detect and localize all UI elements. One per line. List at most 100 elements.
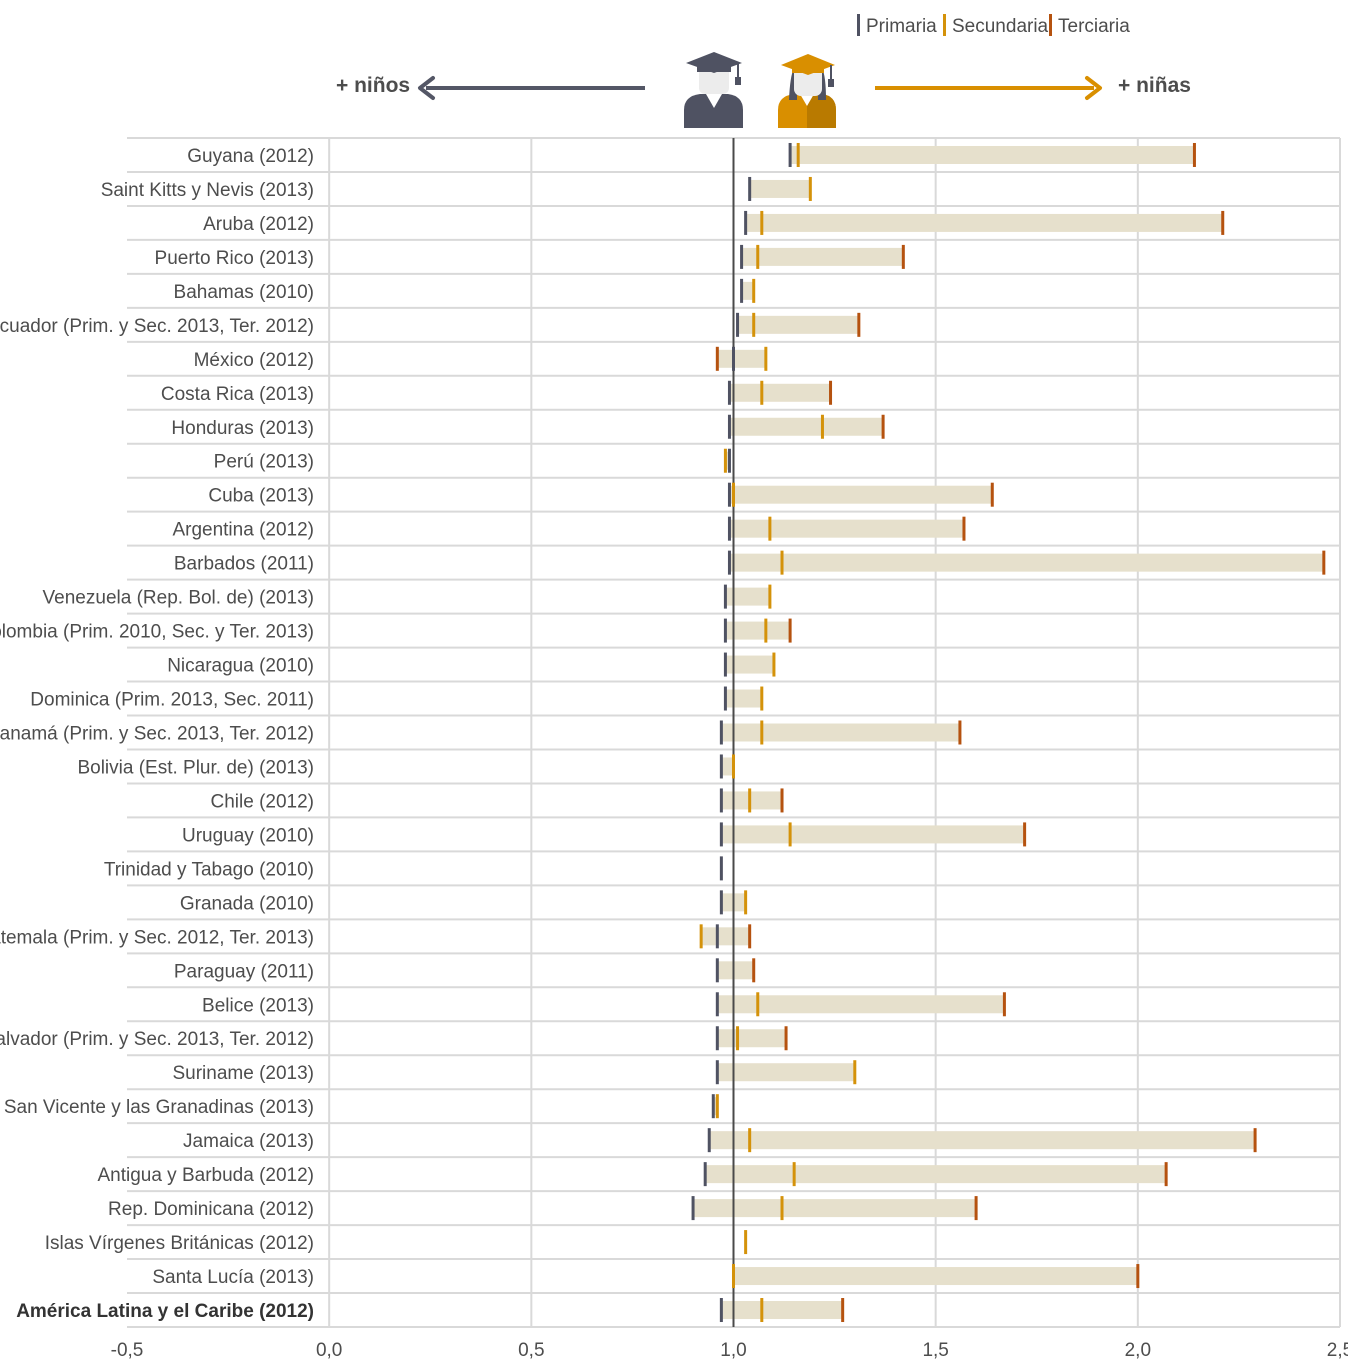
row-label: Guyana (2012)	[187, 146, 314, 167]
range-band	[790, 146, 1194, 164]
marker-terciaria	[975, 1196, 978, 1220]
marker-primaria	[728, 483, 731, 507]
row-label: Islas Vírgenes Británicas (2012)	[45, 1233, 314, 1254]
row-label: Argentina (2012)	[172, 520, 314, 541]
graduate-girl-icon	[778, 54, 836, 128]
row-label: Ecuador (Prim. y Sec. 2013, Ter. 2012)	[0, 316, 314, 337]
row-label: Bahamas (2010)	[174, 282, 314, 303]
marker-primaria	[692, 1196, 695, 1220]
row-label: Belice (2013)	[202, 995, 314, 1016]
marker-secundaria	[736, 1026, 739, 1050]
range-band	[729, 486, 992, 504]
row-label: Suriname (2013)	[172, 1063, 314, 1084]
marker-secundaria	[752, 313, 755, 337]
legend: Primaria Secundaria Terciaria	[857, 14, 1130, 37]
marker-primaria	[704, 1162, 707, 1186]
marker-primaria	[720, 822, 723, 846]
range-band	[721, 757, 733, 775]
marker-secundaria	[793, 1162, 796, 1186]
marker-terciaria	[958, 721, 961, 745]
row-label: Paraguay (2011)	[174, 961, 314, 982]
marker-secundaria	[732, 483, 735, 507]
marker-primaria	[728, 551, 731, 575]
row-label: Jamaica (2013)	[183, 1131, 314, 1152]
range-band	[721, 825, 1024, 843]
marker-primaria	[720, 788, 723, 812]
range-bands	[693, 146, 1324, 1319]
row-label: América Latina y el Caribe (2012)	[16, 1301, 314, 1322]
marker-terciaria	[991, 483, 994, 507]
marker-secundaria	[797, 143, 800, 167]
range-band	[750, 180, 811, 198]
x-tick-label: 1,5	[922, 1340, 948, 1361]
more-boys-label: + niños	[336, 74, 410, 97]
row-labels: Guyana (2012)Saint Kitts y Nevis (2013)A…	[0, 146, 314, 1322]
range-band	[738, 316, 859, 334]
marker-secundaria	[809, 177, 812, 201]
marker-terciaria	[857, 313, 860, 337]
marker-secundaria	[744, 890, 747, 914]
row-label: Venezuela (Rep. Bol. de) (2013)	[43, 588, 314, 609]
marker-primaria	[740, 245, 743, 269]
x-tick-label: 2,0	[1125, 1340, 1151, 1361]
marker-secundaria	[716, 1094, 719, 1118]
row-label: Perú (2013)	[214, 452, 314, 473]
range-band	[734, 1267, 1138, 1285]
marker-primaria	[789, 143, 792, 167]
range-band	[717, 961, 753, 979]
marker-primaria	[716, 1060, 719, 1084]
range-band	[729, 554, 1323, 572]
range-band	[725, 690, 761, 708]
marker-terciaria	[1221, 211, 1224, 235]
marker-primaria	[720, 754, 723, 778]
marker-secundaria	[760, 687, 763, 711]
range-band	[717, 350, 766, 368]
marker-terciaria	[1023, 822, 1026, 846]
marker-secundaria	[772, 653, 775, 677]
marker-primaria	[724, 619, 727, 643]
marker-terciaria	[1165, 1162, 1168, 1186]
range-band	[701, 927, 750, 945]
range-band	[729, 418, 883, 436]
range-band	[721, 791, 782, 809]
range-band	[725, 622, 790, 640]
x-tick-label: 1,0	[720, 1340, 746, 1361]
legend-swatch-primaria	[857, 14, 860, 36]
marker-primaria	[748, 177, 751, 201]
row-label: Trinidad y Tabago (2010)	[104, 859, 314, 880]
marker-primaria	[724, 653, 727, 677]
range-band	[717, 1029, 786, 1047]
row-label: Cuba (2013)	[208, 486, 314, 507]
row-label: Antigua y Barbuda (2012)	[97, 1165, 314, 1186]
marker-secundaria	[760, 1298, 763, 1322]
row-label: Colombia (Prim. 2010, Sec. y Ter. 2013)	[0, 622, 314, 643]
row-label: Aruba (2012)	[203, 214, 314, 235]
marker-primaria	[728, 449, 731, 473]
marker-primaria	[724, 585, 727, 609]
marker-primaria	[708, 1128, 711, 1152]
row-label: México (2012)	[194, 350, 314, 371]
graduate-boy-icon	[684, 52, 743, 128]
row-label: Santa Lucía (2013)	[152, 1267, 314, 1288]
marker-secundaria	[768, 517, 771, 541]
marker-primaria	[720, 721, 723, 745]
row-label: Rep. Dominicana (2012)	[108, 1199, 314, 1220]
range-band	[729, 384, 830, 402]
x-tick-label: 0,5	[518, 1340, 544, 1361]
marker-primaria	[728, 517, 731, 541]
range-band	[725, 588, 769, 606]
marker-secundaria	[760, 721, 763, 745]
row-label: Chile (2012)	[211, 791, 315, 812]
row-label: Guatemala (Prim. y Sec. 2012, Ter. 2013)	[0, 927, 314, 948]
row-label: Honduras (2013)	[171, 418, 314, 439]
marker-secundaria	[781, 1196, 784, 1220]
marker-primaria	[712, 1094, 715, 1118]
marker-primaria	[716, 992, 719, 1016]
legend-swatch-terciaria	[1049, 14, 1052, 36]
marker-secundaria	[752, 279, 755, 303]
more-girls-label: + niñas	[1118, 74, 1191, 97]
row-label: Uruguay (2010)	[182, 825, 314, 846]
range-band	[709, 1131, 1255, 1149]
marker-primaria	[720, 856, 723, 880]
